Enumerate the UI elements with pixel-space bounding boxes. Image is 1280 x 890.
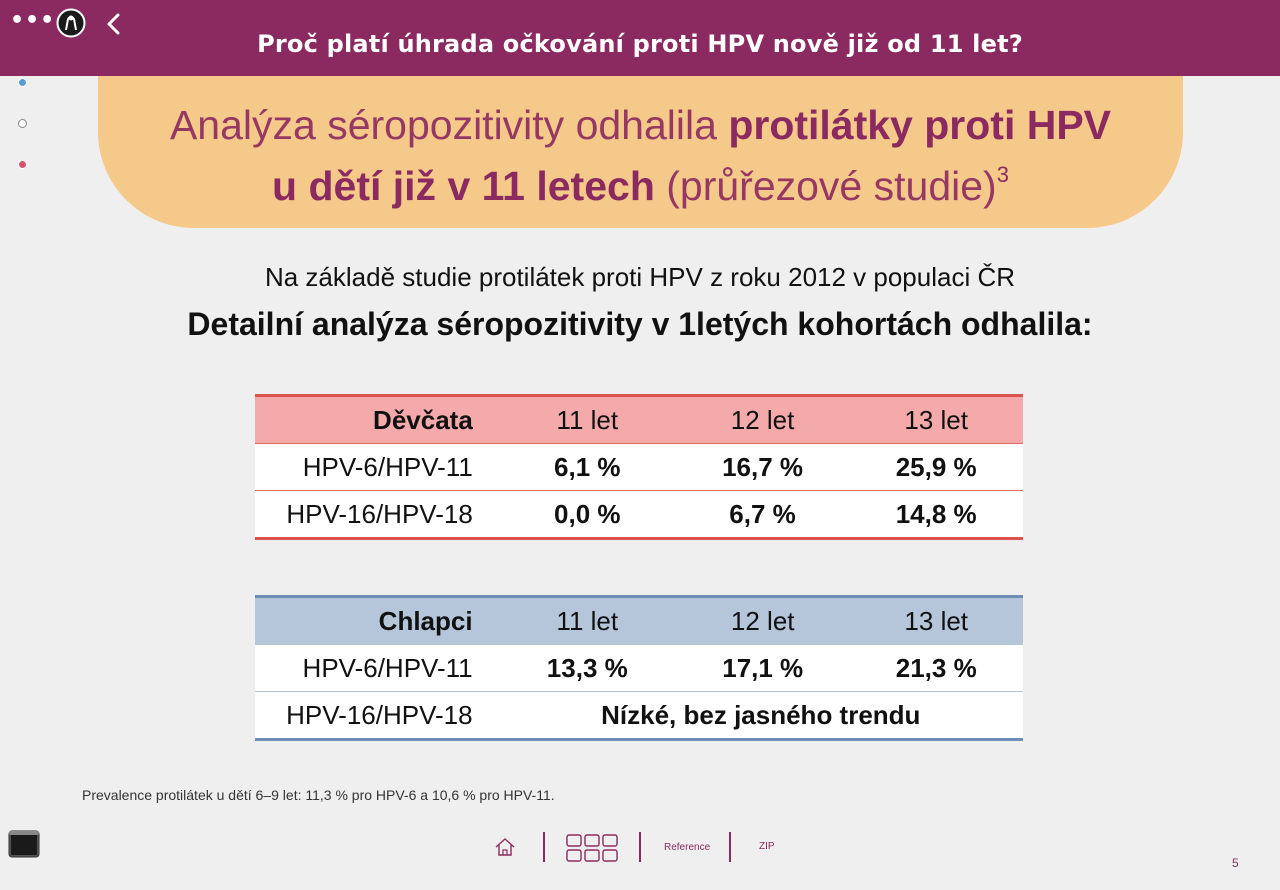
header-cell: 11 let	[498, 395, 676, 444]
value-cell: 25,9 %	[849, 443, 1023, 491]
value-cell: 0,0 %	[498, 490, 676, 539]
table-row: HPV-16/HPV-18 0,0 % 6,7 % 14,8 %	[255, 490, 1023, 539]
girls-header-label: Děvčata	[255, 395, 499, 444]
value-cell: 14,8 %	[849, 490, 1023, 539]
bottom-navigation: Reference ZIP	[0, 826, 1280, 866]
intro-subtitle: Na základě studie protilátek proti HPV z…	[264, 262, 1016, 292]
value-cell: 13,3 %	[498, 644, 676, 692]
page-title: Proč platí úhrada očkování proti HPV nov…	[257, 30, 1023, 58]
progress-dot-2[interactable]	[18, 119, 27, 128]
intro-heading: Detailní analýza séropozitivity v 1letýc…	[187, 306, 1093, 342]
home-icon[interactable]	[494, 836, 516, 858]
page-number: 5	[1232, 856, 1239, 870]
grid-icon[interactable]	[566, 834, 618, 862]
progress-dot-3[interactable]	[18, 160, 27, 169]
header-cell: 12 let	[675, 395, 850, 444]
footnote: Prevalence protilátek u dětí 6–9 let: 11…	[82, 787, 555, 803]
banner-line1-bold: protilátky proti HPV	[728, 102, 1112, 148]
header-cell: 11 let	[498, 596, 676, 645]
value-cell: 16,7 %	[675, 443, 850, 491]
table-header-row: Chlapci 11 let 12 let 13 let	[255, 596, 1023, 645]
header-cell: 12 let	[675, 596, 850, 645]
more-menu-icon[interactable]: •••	[10, 8, 56, 33]
table-row: HPV-6/HPV-11 6,1 % 16,7 % 25,9 %	[255, 443, 1023, 491]
value-cell: 21,3 %	[849, 644, 1023, 692]
nav-divider	[729, 832, 731, 862]
progress-dot-1[interactable]	[18, 78, 27, 87]
top-bar: ••• Proč platí úhrada očkování proti HPV…	[0, 0, 1280, 76]
banner-superscript: 3	[996, 162, 1009, 187]
boys-table: Chlapci 11 let 12 let 13 let HPV-6/HPV-1…	[255, 595, 1023, 741]
value-cell: 17,1 %	[675, 644, 850, 692]
value-cell: 6,7 %	[675, 490, 850, 539]
row-label: HPV-16/HPV-18	[255, 691, 499, 740]
banner-line2-light: (průřezové studie)	[654, 163, 997, 209]
girls-table: Děvčata 11 let 12 let 13 let HPV-6/HPV-1…	[255, 394, 1023, 540]
presentation-mode-icon[interactable]	[8, 828, 40, 860]
banner-line1-light: Analýza séropozitivity odhalila	[169, 102, 729, 148]
header-cell: 13 let	[849, 596, 1023, 645]
banner-line-2: u dětí již v 11 letech (průřezové studie…	[98, 152, 1183, 209]
row-label: HPV-6/HPV-11	[255, 443, 499, 491]
banner-line2-bold: u dětí již v 11 letech	[272, 163, 655, 209]
header-cell: 13 let	[849, 395, 1023, 444]
banner-line-1: Analýza séropozitivity odhalila protilát…	[98, 102, 1183, 148]
reference-link[interactable]: Reference	[664, 842, 711, 853]
row-label: HPV-16/HPV-18	[255, 490, 499, 539]
table-row: HPV-6/HPV-11 13,3 % 17,1 % 21,3 %	[255, 644, 1023, 692]
zip-link[interactable]: ZIP	[759, 841, 775, 852]
app-logo-icon[interactable]	[56, 8, 86, 38]
table-row: HPV-16/HPV-18 Nízké, bez jasného trendu	[255, 691, 1023, 740]
row-label: HPV-6/HPV-11	[255, 644, 499, 692]
nav-divider	[639, 832, 641, 862]
value-cell: 6,1 %	[498, 443, 676, 491]
nav-divider	[543, 832, 545, 862]
headline-banner: Analýza séropozitivity odhalila protilát…	[98, 76, 1183, 228]
boys-header-label: Chlapci	[255, 596, 499, 645]
table-header-row: Děvčata 11 let 12 let 13 let	[255, 395, 1023, 444]
back-chevron-icon[interactable]	[102, 10, 126, 38]
merged-value-cell: Nízké, bez jasného trendu	[498, 691, 1023, 740]
